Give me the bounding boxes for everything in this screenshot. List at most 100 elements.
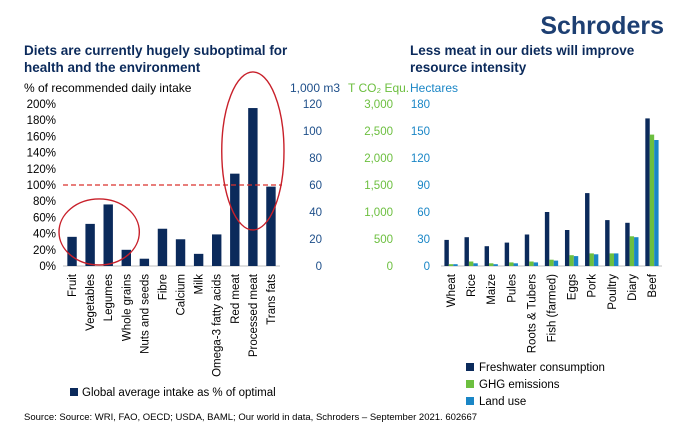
- right-x-tick-label: Pork: [587, 274, 599, 298]
- right-bar: [573, 256, 579, 266]
- right-bar: [529, 261, 534, 266]
- right-legend: Freshwater consumption GHG emissions Land …: [466, 362, 605, 408]
- left-chart-title-line-2: health and the environment: [24, 60, 201, 75]
- ghg-axis-label: T CO₂ Equ.: [348, 81, 409, 95]
- left-y-tick-label: 180%: [27, 115, 56, 127]
- left-x-tick-label: Whole grains: [121, 274, 133, 341]
- right-bar: [464, 237, 469, 266]
- right-x-tick-label: Wheat: [446, 273, 458, 307]
- axis-tick-label: 1,500: [364, 180, 393, 192]
- left-y-tick-label: 160%: [27, 131, 56, 143]
- right-bar: [564, 230, 570, 266]
- right-bar: [593, 254, 599, 266]
- right-bar: [453, 264, 458, 266]
- axis-tick-label: 60: [309, 180, 322, 192]
- right-legend-label: Land use: [479, 396, 526, 408]
- left-x-tick-label: Trans fats: [266, 274, 278, 325]
- axis-tick-label: 500: [374, 234, 393, 246]
- left-bar: [103, 204, 113, 266]
- left-x-tick-label: Fruit: [67, 273, 79, 297]
- left-bar: [67, 236, 77, 266]
- freshwater-axis-label: 1,000 m3: [290, 81, 340, 95]
- left-bar: [121, 249, 131, 266]
- right-bar: [533, 262, 539, 266]
- left-x-tick-label: Processed meat: [248, 273, 260, 357]
- right-x-tick-label: Poultry: [607, 274, 619, 310]
- right-legend-swatch: [466, 380, 474, 388]
- axis-tick-label: 30: [417, 234, 430, 246]
- right-bar: [484, 246, 490, 266]
- axis-tick-label: 180: [411, 99, 430, 111]
- right-bar: [448, 264, 454, 266]
- left-legend-swatch: [70, 388, 78, 396]
- left-bar: [139, 258, 150, 266]
- right-bar: [654, 140, 659, 266]
- axis-tick-label: 90: [417, 180, 430, 192]
- axis-tick-label: 120: [303, 99, 322, 111]
- source-note: Source: Source: WRI, FAO, OECD; USDA, BA…: [24, 412, 477, 423]
- right-bar: [553, 260, 559, 266]
- right-bar: [509, 262, 514, 266]
- axis-tick-label: 100: [303, 126, 322, 138]
- middle-axes: 0 20 40 60 80 100 120 0 500 1,000 1,500 2,000 2,500 3…: [303, 99, 430, 273]
- left-bar: [266, 186, 276, 266]
- right-bar: [524, 234, 530, 266]
- land-use-axis-label: Hectares: [410, 81, 458, 95]
- right-bar: [613, 253, 619, 266]
- axis-tick-label: 0: [387, 261, 393, 273]
- right-bar: [585, 193, 590, 266]
- left-x-tick-label: Milk: [194, 274, 206, 295]
- left-x-tick-label: Fibre: [157, 274, 169, 300]
- left-bar: [175, 239, 186, 266]
- left-x-tick-label: Calcium: [176, 274, 188, 316]
- left-bar: [230, 173, 240, 266]
- highlight-ellipse-high: [221, 71, 285, 231]
- right-bar: [504, 242, 510, 266]
- right-bar: [625, 222, 630, 266]
- highlight-ellipse-low: [58, 198, 141, 266]
- right-bar: [513, 263, 518, 266]
- right-chart-title-line-2: resource intensity: [410, 60, 527, 75]
- left-bar: [157, 228, 168, 266]
- right-x-tick-label: Maize: [486, 274, 498, 305]
- right-bar: [473, 263, 478, 266]
- axis-tick-label: 2,000: [364, 153, 393, 165]
- right-bar: [605, 220, 610, 266]
- axis-tick-label: 3,000: [364, 99, 393, 111]
- left-y-tick-label: 120%: [27, 164, 56, 176]
- right-bar: [569, 255, 574, 266]
- right-x-tick-label: Eggs: [567, 274, 579, 300]
- right-x-tick-label: Diary: [627, 274, 639, 301]
- axis-tick-label: 0: [316, 261, 322, 273]
- left-x-tick-label: Vegetables: [85, 274, 97, 331]
- left-bar: [85, 223, 95, 266]
- left-x-tick-label: Legumes: [103, 274, 115, 322]
- right-bar: [549, 259, 554, 266]
- left-y-tick-label: 40%: [33, 229, 56, 241]
- left-bar: [212, 234, 222, 266]
- right-bar: [649, 134, 655, 266]
- right-bar: [629, 236, 635, 266]
- right-chart: Wheat Rice Maize Pules Roots & Tubers Fish (f…: [441, 118, 662, 353]
- right-x-tick-label: Pules: [506, 274, 518, 303]
- right-bar: [489, 263, 494, 266]
- axis-tick-label: 20: [309, 234, 322, 246]
- left-x-tick-label: Nuts and seeds: [139, 274, 151, 354]
- axis-tick-label: 40: [309, 207, 322, 219]
- axis-tick-label: 150: [411, 126, 430, 138]
- right-chart-title: Less meat in our diets will improve reso…: [410, 43, 638, 75]
- right-x-tick-label: Beef: [647, 273, 659, 297]
- left-chart-title: Diets are currently hugely suboptimal fo…: [24, 43, 291, 75]
- axis-tick-label: 60: [417, 207, 430, 219]
- right-legend-label: GHG emissions: [479, 379, 560, 391]
- brand-logo: Schroders: [540, 12, 664, 40]
- axis-tick-label: 0: [424, 261, 430, 273]
- left-legend: Global average intake as % of optimal: [70, 387, 276, 399]
- left-y-tick-label: 100%: [27, 180, 56, 192]
- axis-tick-label: 1,000: [364, 207, 393, 219]
- right-legend-label: Freshwater consumption: [479, 362, 605, 374]
- left-chart: 0% 20% 40% 60% 80% 100% 120% 140% 160% 180% 200% Fr…: [27, 71, 285, 377]
- right-bar: [544, 212, 550, 266]
- left-y-tick-label: 140%: [27, 148, 56, 160]
- left-x-tick-label: Omega-3 fatty acids: [212, 274, 224, 377]
